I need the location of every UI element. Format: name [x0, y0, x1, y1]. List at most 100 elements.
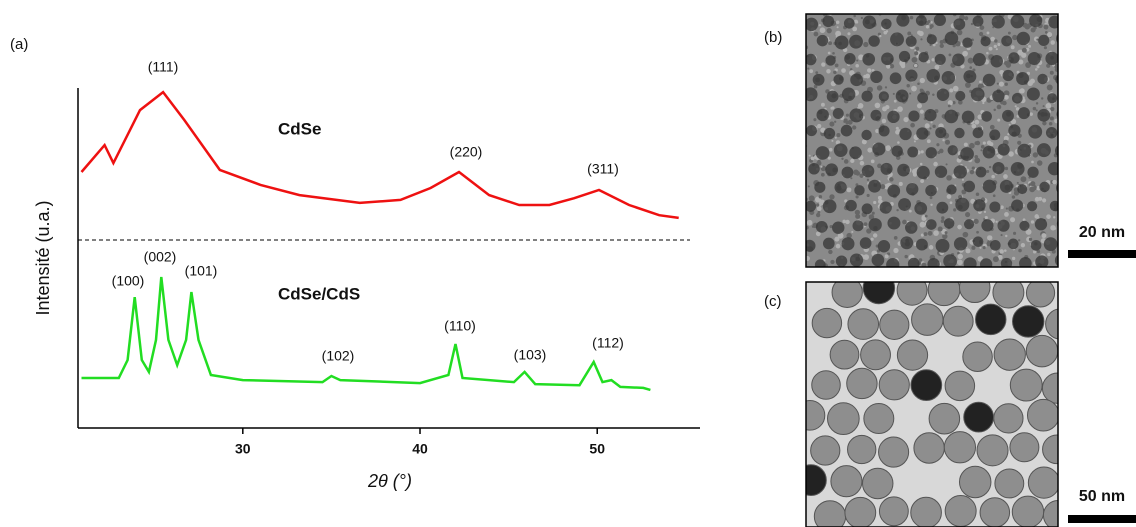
- nanoparticle: [918, 51, 929, 63]
- grain: [816, 212, 821, 218]
- grain: [969, 66, 973, 69]
- grain: [977, 114, 983, 120]
- nanoparticle: [871, 253, 885, 267]
- grain: [834, 63, 839, 68]
- grain: [829, 225, 833, 229]
- grain: [933, 230, 939, 236]
- grain: [809, 69, 814, 74]
- nanoparticle: [953, 165, 967, 179]
- nanoparticle: [897, 163, 910, 177]
- grain: [1030, 27, 1036, 33]
- grain: [1016, 70, 1020, 74]
- grain: [835, 30, 842, 37]
- grain: [819, 27, 826, 34]
- nanoparticle: [896, 282, 928, 306]
- grain: [980, 145, 985, 149]
- nanoparticle: [811, 370, 841, 400]
- grain: [816, 203, 820, 207]
- grain: [873, 200, 877, 205]
- grain: [1017, 49, 1024, 56]
- nanoparticle: [981, 111, 992, 122]
- nanoparticle: [829, 339, 860, 370]
- grain: [874, 102, 881, 109]
- grain: [1003, 174, 1008, 179]
- nanoparticle: [896, 339, 929, 371]
- grain: [873, 234, 877, 237]
- grain: [910, 122, 915, 128]
- nanoparticle: [1025, 282, 1056, 308]
- nanoparticle: [815, 146, 830, 160]
- grain: [841, 157, 844, 160]
- grain: [930, 203, 933, 207]
- panel-label: (c): [764, 293, 782, 310]
- grain: [1004, 82, 1008, 86]
- nanoparticle: [917, 92, 929, 104]
- grain: [821, 62, 826, 67]
- grain: [1032, 106, 1037, 111]
- grain: [851, 230, 854, 234]
- grain: [969, 169, 975, 175]
- nanoparticle: [845, 199, 857, 212]
- grain: [920, 179, 925, 184]
- series-line: [81, 276, 651, 392]
- y-axis-title: Intensité (u.a.): [33, 200, 53, 315]
- nanoparticle: [942, 305, 974, 337]
- grain: [1034, 68, 1038, 71]
- grain: [846, 187, 852, 193]
- grain: [845, 219, 850, 225]
- nanoparticle: [944, 109, 959, 124]
- nanoparticle: [825, 163, 839, 177]
- grain: [849, 70, 855, 76]
- nanoparticle: [1019, 220, 1030, 231]
- nanoparticle: [878, 436, 910, 468]
- nanoparticle: [1029, 14, 1043, 28]
- grain: [1012, 34, 1018, 41]
- grain: [1007, 31, 1011, 35]
- x-tick-label: 50: [589, 441, 605, 457]
- grain: [947, 104, 951, 108]
- nanoparticle: [879, 201, 892, 214]
- nanoparticle: [881, 52, 894, 66]
- nanoparticle: [928, 402, 961, 435]
- nanoparticle: [847, 308, 880, 340]
- grain: [931, 58, 935, 62]
- nanoparticle: [934, 53, 946, 66]
- nanoparticle: [954, 127, 965, 139]
- grain: [1018, 59, 1024, 65]
- nanoparticle: [815, 220, 828, 233]
- nanoparticle: [822, 237, 835, 250]
- grain: [845, 113, 849, 117]
- grain: [962, 50, 968, 57]
- nanoparticle: [1048, 15, 1058, 29]
- grain: [831, 106, 835, 110]
- nanoparticle: [846, 367, 878, 400]
- nanoparticle: [955, 197, 970, 212]
- grain: [928, 245, 934, 250]
- grain: [1053, 216, 1056, 219]
- grain: [997, 42, 1001, 47]
- nanoparticle: [1042, 500, 1058, 527]
- nanoparticle: [1045, 51, 1058, 66]
- grain: [1004, 212, 1009, 217]
- nanoparticle: [1017, 107, 1030, 120]
- grain: [844, 199, 848, 203]
- nanoparticle: [1017, 184, 1028, 195]
- nanoparticle: [1025, 334, 1058, 368]
- nanoparticle: [806, 125, 818, 137]
- grain: [941, 216, 945, 220]
- nanoparticle: [1009, 432, 1040, 463]
- peak-label: (101): [185, 263, 218, 279]
- nanoparticle: [806, 239, 816, 252]
- grain: [965, 82, 971, 88]
- nanoparticle: [862, 282, 896, 305]
- grain: [934, 64, 940, 70]
- grain: [1005, 234, 1008, 238]
- grain: [919, 77, 925, 84]
- series-line: [80, 90, 679, 220]
- nanoparticle: [925, 147, 937, 159]
- grain: [920, 233, 924, 237]
- nanoparticle: [982, 145, 996, 159]
- nanoparticle: [936, 201, 949, 214]
- grain: [902, 219, 907, 225]
- grain: [1041, 97, 1044, 100]
